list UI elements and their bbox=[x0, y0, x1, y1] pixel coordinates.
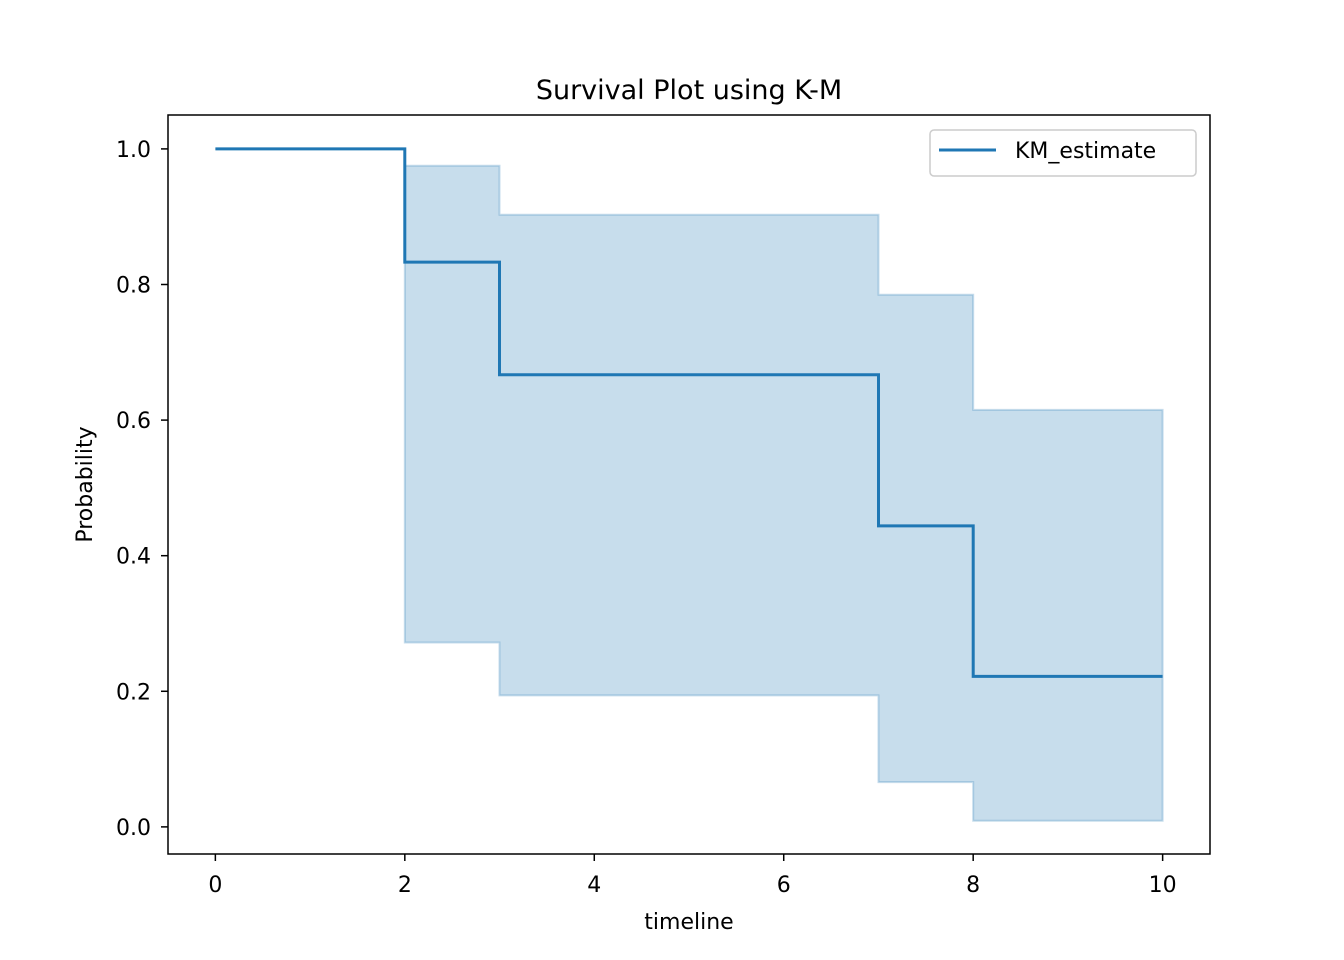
y-tick-label: 1.0 bbox=[116, 138, 151, 163]
x-tick-label: 0 bbox=[208, 873, 222, 898]
legend-label-km-estimate: KM_estimate bbox=[1015, 139, 1156, 164]
x-tick-label: 6 bbox=[777, 873, 791, 898]
chart-title: Survival Plot using K-M bbox=[536, 75, 842, 106]
x-tick-label: 10 bbox=[1149, 873, 1177, 898]
x-tick-label: 8 bbox=[966, 873, 980, 898]
plot-area bbox=[215, 147, 1164, 822]
legend-box bbox=[929, 129, 1197, 177]
y-tick-label: 0.4 bbox=[116, 545, 151, 570]
axes-frame bbox=[167, 114, 1211, 855]
x-axis: 0 2 4 6 8 10 bbox=[208, 854, 1177, 898]
y-tick-label: 0.6 bbox=[116, 409, 151, 434]
legend: KM_estimate bbox=[929, 129, 1197, 177]
km-estimate-line bbox=[215, 147, 1163, 678]
y-tick-label: 0.2 bbox=[116, 680, 151, 705]
x-axis-label: timeline bbox=[644, 910, 733, 935]
x-tick-label: 2 bbox=[398, 873, 412, 898]
y-axis-label: Probability bbox=[73, 426, 98, 542]
confidence-interval-band bbox=[215, 147, 1164, 822]
x-tick-label: 4 bbox=[587, 873, 601, 898]
y-tick-label: 0.8 bbox=[116, 273, 151, 298]
y-tick-label: 0.0 bbox=[116, 816, 151, 841]
y-axis: 0.0 0.2 0.4 0.6 0.8 1.0 bbox=[116, 138, 168, 841]
